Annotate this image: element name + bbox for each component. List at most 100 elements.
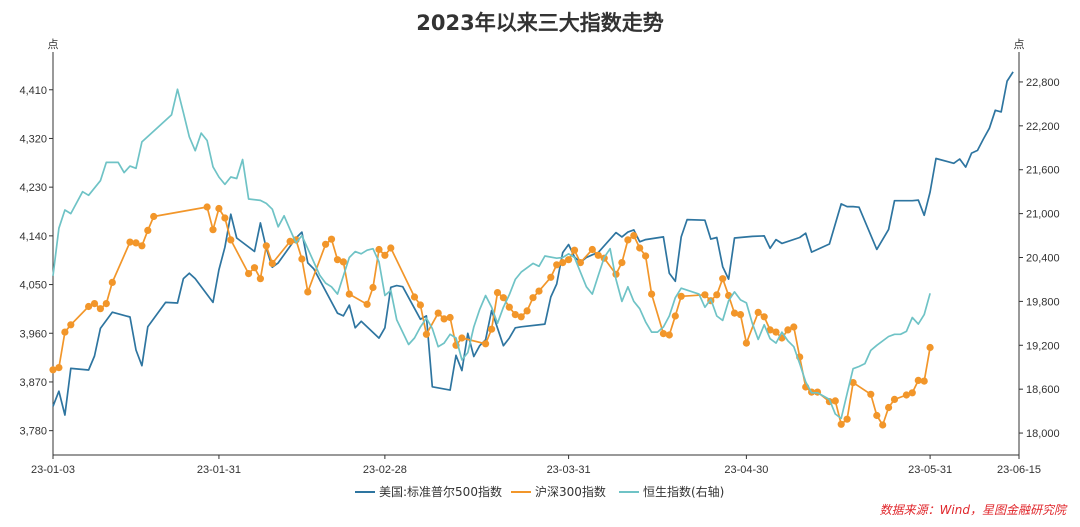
- series-line: [52, 206, 931, 426]
- data-point: [339, 258, 347, 266]
- data-point: [701, 291, 709, 299]
- data-point: [410, 293, 419, 301]
- data-point: [108, 278, 116, 286]
- data-point: [458, 334, 466, 342]
- data-point: [215, 204, 223, 213]
- data-point: [102, 300, 110, 308]
- data-point: [286, 237, 294, 245]
- data-point: [659, 330, 668, 338]
- x-tick-label: 23-06-15: [997, 464, 1041, 476]
- right-tick-label: 21,000: [1026, 209, 1060, 221]
- data-point: [576, 259, 585, 267]
- data-point: [677, 292, 685, 300]
- data-point: [446, 313, 454, 322]
- right-tick-label: 20,400: [1026, 253, 1060, 265]
- data-point: [61, 328, 69, 336]
- right-tick-label: 22,200: [1026, 121, 1060, 133]
- x-tick-label: 23-04-30: [724, 464, 768, 476]
- data-point: [363, 300, 371, 308]
- data-point: [422, 330, 430, 338]
- data-point: [742, 339, 751, 347]
- data-point: [55, 364, 63, 372]
- data-point: [90, 300, 99, 308]
- left-tick-label: 4,140: [19, 231, 47, 243]
- data-point: [150, 212, 158, 221]
- data-point: [920, 377, 928, 385]
- right-axis-unit: 点: [1014, 38, 1025, 51]
- data-point: [327, 235, 336, 243]
- data-point: [67, 321, 75, 329]
- data-point: [535, 287, 543, 295]
- data-point: [221, 214, 229, 222]
- data-point: [837, 420, 845, 428]
- data-point: [523, 307, 531, 315]
- data-point: [132, 239, 140, 247]
- x-tick-label: 23-02-28: [363, 464, 407, 476]
- data-point: [345, 290, 353, 298]
- legend-label: 恒生指数(右轴): [643, 484, 724, 499]
- data-point: [570, 246, 579, 254]
- data-point: [553, 261, 561, 269]
- series-line: [52, 71, 1014, 416]
- legend-label: 沪深300指数: [535, 484, 606, 499]
- x-tick-label: 23-05-31: [908, 464, 952, 476]
- data-point: [565, 256, 573, 264]
- left-tick-label: 4,230: [19, 182, 47, 194]
- data-point: [648, 290, 656, 298]
- right-tick-label: 21,600: [1026, 165, 1060, 177]
- x-tick-label: 23-01-31: [197, 464, 241, 476]
- data-point: [126, 238, 134, 246]
- data-point: [908, 389, 916, 397]
- data-point: [719, 275, 727, 283]
- data-point: [488, 325, 496, 333]
- data-point: [256, 275, 264, 283]
- data-point: [914, 376, 922, 384]
- data-point: [96, 305, 104, 313]
- x-tick-label: 23-03-31: [547, 464, 591, 476]
- data-point: [879, 421, 887, 429]
- data-point: [642, 252, 650, 260]
- left-tick-label: 4,320: [19, 133, 47, 145]
- data-point: [440, 315, 448, 323]
- data-point: [594, 251, 602, 259]
- left-tick-label: 4,050: [19, 280, 47, 292]
- data-point: [144, 226, 152, 234]
- data-point: [434, 309, 442, 317]
- axes-group: 3,780 3,870 3,960 4,050 4,140 4,230 4,320 4,410…: [19, 52, 1060, 476]
- right-tick-label: 18,000: [1026, 428, 1060, 440]
- data-point: [885, 403, 893, 412]
- right-tick-label: 19,800: [1026, 296, 1060, 308]
- data-point: [375, 245, 383, 254]
- data-point: [298, 255, 306, 263]
- data-point: [843, 415, 851, 423]
- data-point: [873, 411, 881, 420]
- data-point: [499, 294, 507, 302]
- data-point: [227, 236, 235, 244]
- source-note: 数据来源：Wind，星图金融研究院: [880, 503, 1068, 517]
- series-1: [52, 71, 1014, 416]
- right-tick-label: 22,800: [1026, 77, 1060, 89]
- data-point: [831, 397, 839, 405]
- series-line: [52, 88, 931, 420]
- data-point: [754, 308, 762, 316]
- data-point: [529, 294, 537, 302]
- data-point: [416, 301, 424, 309]
- data-point: [203, 203, 211, 211]
- data-point: [250, 264, 259, 272]
- right-tick-label: 18,600: [1026, 384, 1060, 396]
- data-point: [760, 313, 768, 321]
- data-point: [713, 291, 721, 299]
- data-point: [766, 326, 774, 334]
- data-point: [784, 326, 792, 334]
- data-point: [138, 242, 146, 250]
- left-tick-label: 4,410: [19, 85, 47, 97]
- data-point: [505, 303, 513, 311]
- data-point: [322, 240, 330, 248]
- data-point: [790, 323, 798, 331]
- data-point: [482, 340, 490, 348]
- data-point: [517, 313, 525, 321]
- data-point: [381, 251, 389, 259]
- data-point: [890, 395, 899, 403]
- data-point: [902, 391, 911, 399]
- data-point: [547, 273, 555, 281]
